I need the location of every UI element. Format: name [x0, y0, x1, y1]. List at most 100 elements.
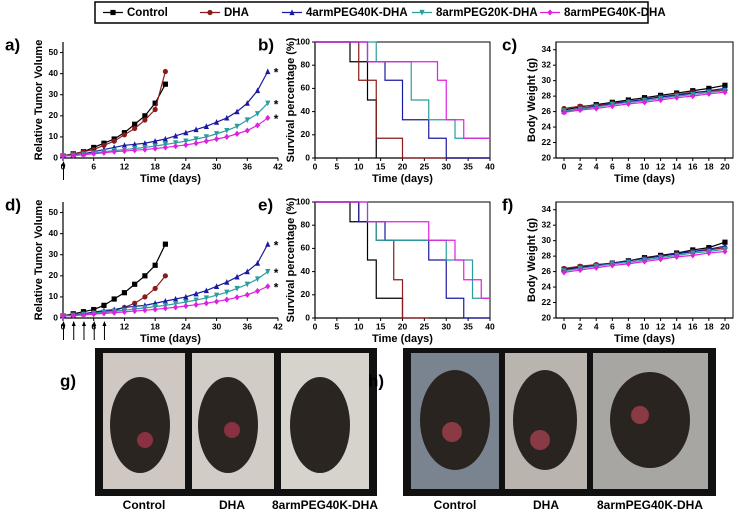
y-tick-label: 40 — [49, 68, 59, 78]
marker — [111, 148, 117, 155]
marker — [193, 136, 199, 143]
marker — [173, 295, 179, 302]
y-tick-label: 34 — [542, 44, 552, 54]
x-axis-label: Time (days) — [372, 173, 433, 185]
marker — [265, 269, 271, 275]
legend-marker — [289, 9, 295, 16]
marker — [203, 287, 209, 294]
y-tick-label: 0 — [53, 152, 58, 162]
x-tick-label: 4 — [594, 161, 599, 171]
marker — [224, 133, 230, 141]
y-tick-label: 30 — [49, 249, 59, 259]
marker — [152, 145, 158, 152]
x-tick-label: 18 — [150, 161, 160, 171]
y-tick-label: 80 — [301, 59, 311, 69]
marker — [162, 144, 168, 151]
legend-marker — [547, 9, 553, 16]
survival-step — [315, 201, 490, 299]
x-tick-label: 10 — [354, 321, 364, 331]
marker — [91, 150, 97, 157]
marker — [234, 273, 240, 280]
marker — [244, 100, 250, 106]
x-tick-label: 30 — [442, 161, 452, 171]
x-tick-label: 16 — [688, 161, 698, 171]
y-tick-label: 24 — [542, 121, 552, 131]
legend-marker — [110, 9, 116, 16]
marker — [183, 299, 189, 306]
marker — [101, 149, 107, 156]
marker — [70, 152, 76, 159]
marker — [224, 289, 230, 296]
marker — [722, 248, 728, 255]
marker — [593, 105, 599, 112]
marker — [162, 135, 168, 142]
marker — [224, 296, 230, 303]
photo-caption: DHA — [219, 498, 245, 512]
y-axis-label: Body Weight (g) — [526, 218, 538, 302]
marker — [121, 290, 128, 296]
marker — [183, 129, 189, 136]
marker — [265, 283, 271, 290]
x-tick-label: 2 — [578, 161, 583, 171]
legend-marker — [207, 9, 213, 16]
y-tick-label: 100 — [296, 36, 310, 46]
x-tick-label: 2 — [578, 321, 583, 331]
marker — [173, 301, 179, 307]
tumor — [530, 430, 550, 450]
legend-label: 8armPEG40K-DHA — [564, 7, 666, 19]
marker — [80, 311, 87, 319]
marker — [213, 135, 220, 143]
x-tick-label: 10 — [640, 321, 650, 331]
marker — [657, 256, 664, 263]
marker — [162, 241, 168, 247]
marker — [173, 143, 179, 150]
tumor — [631, 406, 649, 424]
marker — [265, 114, 271, 122]
marker — [641, 99, 648, 106]
marker — [244, 127, 250, 134]
y-tick-label: 10 — [49, 131, 59, 141]
legend-label: 4armPEG40K-DHA — [306, 7, 408, 19]
y-tick-label: 20 — [542, 152, 552, 162]
marker — [641, 258, 648, 265]
y-tick-label: 20 — [301, 129, 311, 139]
marker — [101, 142, 107, 148]
panel-label: h) — [368, 371, 384, 390]
marker — [234, 130, 240, 137]
x-tick-label: 30 — [212, 161, 222, 171]
marker — [254, 287, 261, 295]
x-tick-label: 18 — [704, 161, 714, 171]
x-tick-label: 20 — [398, 321, 408, 331]
marker — [132, 121, 138, 127]
annotation: * — [274, 97, 279, 111]
y-tick-label: 10 — [49, 291, 59, 301]
dosing-arrowhead — [92, 321, 97, 326]
marker — [183, 302, 189, 310]
marker — [111, 296, 117, 302]
y-tick-label: 60 — [301, 243, 311, 253]
marker — [234, 285, 240, 292]
marker — [132, 125, 138, 132]
marker — [213, 292, 220, 299]
x-tick-label: 6 — [91, 161, 96, 171]
x-tick-label: 12 — [120, 161, 130, 171]
marker — [70, 312, 76, 319]
legend-label: 8armPEG20K-DHA — [436, 7, 538, 19]
marker — [609, 103, 615, 110]
marker — [193, 126, 199, 133]
x-tick-label: 24 — [181, 321, 191, 331]
marker — [224, 279, 230, 285]
x-tick-label: 4 — [594, 321, 599, 331]
marker — [203, 134, 209, 141]
marker — [577, 266, 583, 274]
x-tick-label: 40 — [485, 161, 495, 171]
marker — [142, 117, 148, 123]
marker — [625, 100, 632, 107]
marker — [234, 123, 240, 130]
marker — [254, 276, 261, 283]
marker — [561, 269, 567, 276]
marker — [722, 89, 728, 96]
survival-step — [315, 41, 490, 159]
marker — [60, 312, 66, 319]
x-axis-label: Time (days) — [140, 173, 201, 185]
